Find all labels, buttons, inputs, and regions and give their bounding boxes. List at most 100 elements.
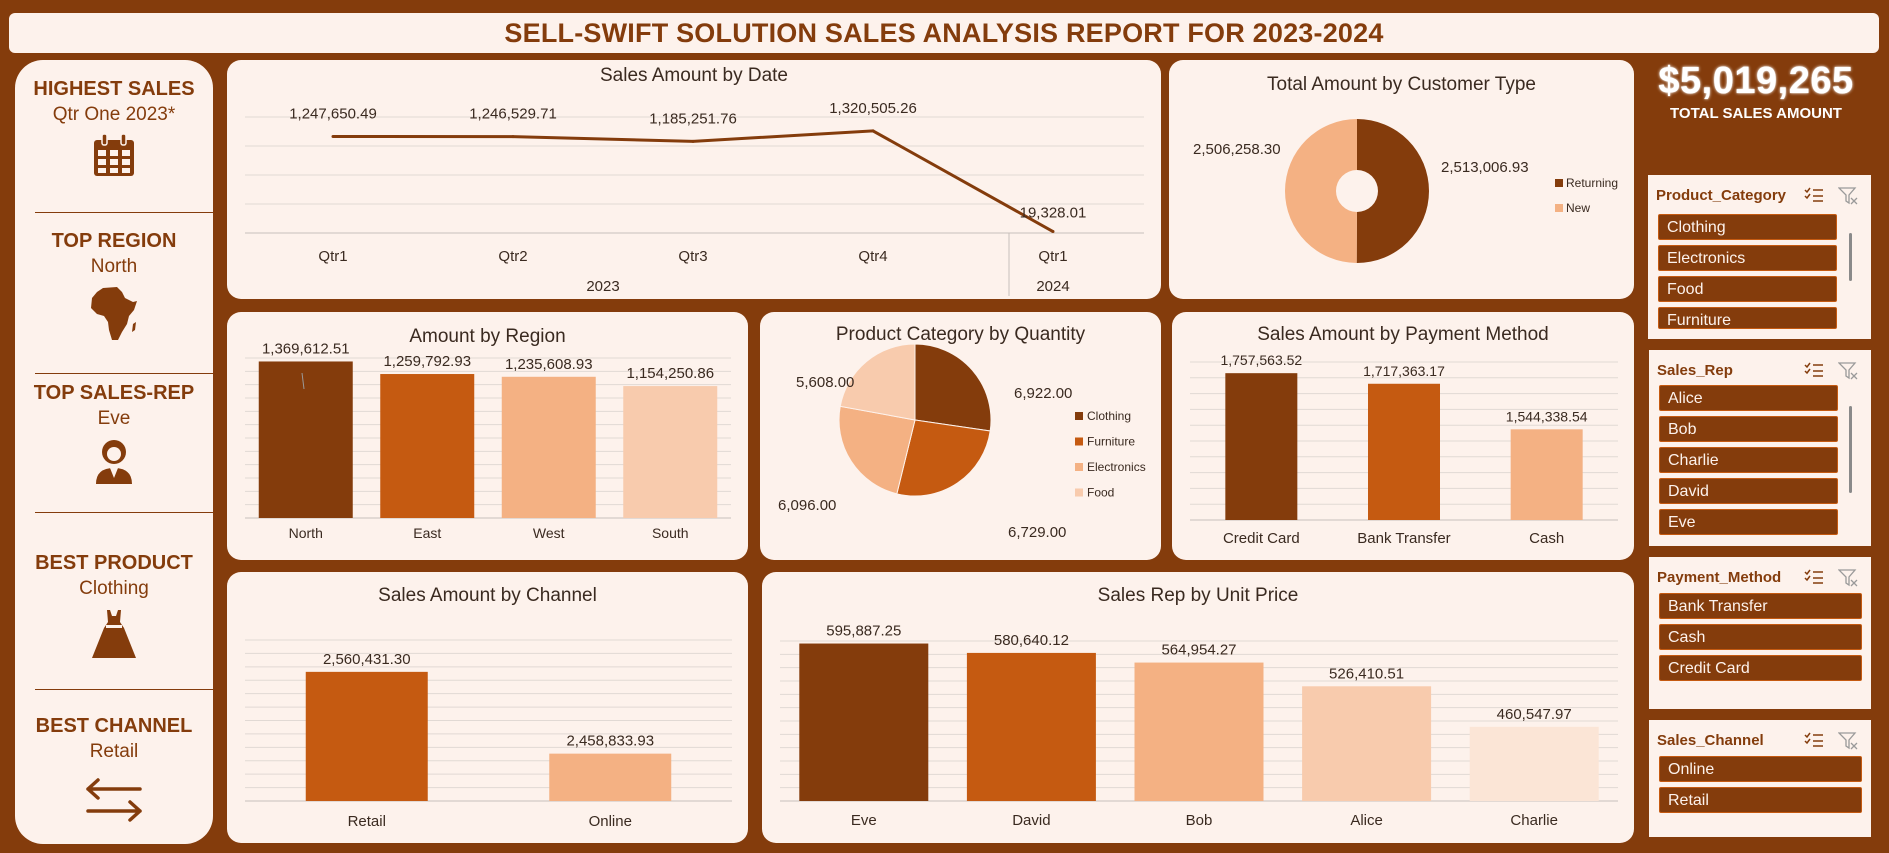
bar-chart-sales-rep: 595,887.25 Eve 580,640.12 David 564,954.27 Bo… [780,623,1618,829]
category-label: Bank Transfer [1357,530,1450,547]
pie-slice-clothing [914,343,992,432]
multi-select-icon[interactable] [1804,569,1824,585]
slicer-item[interactable]: Retail [1659,787,1862,813]
legend-swatch [1555,179,1563,187]
slicer-item[interactable]: David [1659,478,1838,504]
clear-filter-icon[interactable] [1838,362,1858,380]
slicer-item[interactable]: Charlie [1659,447,1838,473]
legend-label: New [1566,201,1590,215]
data-label: 1,320,505.26 [829,100,917,117]
dress-icon [92,610,136,658]
kpi-divider [35,373,215,374]
panel-sales-by-channel: Sales Amount by Channel 2,560,431.30 Reta… [227,572,748,843]
data-label: 1,757,563.52 [1220,352,1302,368]
total-sales-card: $5,019,265 TOTAL SALES AMOUNT [1641,60,1871,150]
slicer-product-category: Product_Category Clothing Electronics Fo… [1648,175,1871,339]
pie-slice-electronics [838,405,916,495]
data-point [871,129,875,133]
slicer-item[interactable]: Bank Transfer [1659,593,1862,619]
bar-chart-payment-method: 1,757,563.52 Credit Card 1,717,363.17 Bank … [1190,352,1618,547]
bar-bob [1134,662,1264,801]
multi-select-icon[interactable] [1804,732,1824,748]
chart-title: Total Amount by Customer Type [1267,74,1536,95]
clear-filter-icon[interactable] [1838,569,1858,587]
legend-label: Returning [1566,176,1618,190]
slicer-item[interactable]: Alice [1659,385,1838,411]
total-sales-value: $5,019,265 [1658,60,1854,102]
data-label: 1,185,251.76 [649,110,737,127]
kpi-value: North [90,256,138,277]
africa-map-icon [91,287,137,340]
multi-select-icon[interactable] [1804,187,1824,203]
multi-select-icon[interactable] [1804,362,1824,378]
bar-david [966,652,1096,801]
kpi-value: Eve [97,408,131,429]
slicer-item[interactable]: Furniture [1658,307,1837,329]
bar-cash [1510,429,1583,520]
data-label: 1,246,529.71 [469,106,557,123]
slicer-scrollbar[interactable] [1849,406,1852,493]
panel-payment-method: Sales Amount by Payment Method 1,757,563… [1172,312,1634,560]
bar-chart-sales-by-channel: 2,560,431.30 Retail 2,458,833.93 Online [245,639,732,830]
clear-filter-icon[interactable] [1838,732,1858,750]
data-point [331,135,335,139]
slicer-item[interactable]: Food [1658,276,1837,302]
bar-bank-transfer [1368,383,1440,520]
category-label: East [413,525,441,541]
category-label: Qtr3 [678,248,707,265]
data-label: 2,506,258.30 [1193,141,1281,158]
slicer-title: Payment_Method [1657,569,1782,586]
slicer-item[interactable]: Online [1659,756,1862,782]
slicer-item[interactable]: Clothing [1658,214,1837,240]
line-chart-sales-by-date: 1,247,650.49 Qtr1 1,246,529.71 Qtr2 1,185,25… [245,100,1144,296]
slicer-sales-rep: Sales_Rep Alice Bob Charlie David Eve [1649,350,1871,546]
kpi-top-sales-rep: TOP SALES-REP Eve [15,382,213,484]
kpi-title: BEST CHANNEL [35,715,193,737]
category-label: Cash [1529,530,1564,547]
exchange-arrows-icon [86,778,142,822]
chart-title: Amount by Region [409,326,566,347]
slicer-title: Product_Category [1656,187,1787,204]
kpi-best-channel: BEST CHANNEL Retail [15,715,213,823]
slicer-item[interactable]: Cash [1659,624,1862,650]
kpi-title: BEST PRODUCT [35,552,193,574]
panel-customer-type: Total Amount by Customer Type 2,513,006.… [1169,60,1634,299]
legend-label: Clothing [1087,409,1131,423]
slicer-item[interactable]: Electronics [1658,245,1837,271]
category-label: Retail [348,813,386,830]
category-label: Qtr1 [318,248,347,265]
panel-product-category: Product Category by Quantity 6,922.00 6,7… [760,312,1161,560]
kpi-value: Retail [89,741,139,762]
kpi-value: Clothing [79,578,149,599]
donut-slice-new [1284,119,1357,263]
person-icon [96,440,132,484]
clear-filter-icon[interactable] [1838,187,1858,205]
kpi-title: TOP SALES-REP [33,382,195,404]
data-point [511,135,515,139]
total-sales-label: TOTAL SALES AMOUNT [1670,105,1842,122]
legend-swatch [1075,412,1083,420]
data-label: 19,328.01 [1020,205,1087,222]
legend-swatch [1075,488,1083,497]
slicer-item[interactable]: Eve [1659,509,1838,535]
calendar-icon [94,134,134,176]
data-label: 2,513,006.93 [1441,159,1529,176]
slicer-item[interactable]: Bob [1659,416,1838,442]
category-label: West [533,525,565,541]
bar-south [623,386,718,518]
kpi-divider [35,512,215,513]
bar-west [501,376,596,518]
donut-slice-returning [1356,119,1429,263]
chart-title: Sales Rep by Unit Price [1097,585,1299,606]
data-label: 2,560,431.30 [323,651,411,668]
data-label: 1,235,608.93 [505,356,593,373]
category-label: Charlie [1510,812,1558,829]
kpi-divider [35,212,215,213]
data-point [1051,230,1055,234]
slicer-scrollbar[interactable] [1849,233,1852,281]
category-label: North [289,525,323,541]
category-label: David [1012,812,1050,829]
slicer-title: Sales_Channel [1657,732,1764,749]
slicer-item[interactable]: Credit Card [1659,655,1862,681]
pie-chart-product-category: 6,922.00 6,729.00 6,096.00 5,608.00 Clothing… [778,343,1146,541]
